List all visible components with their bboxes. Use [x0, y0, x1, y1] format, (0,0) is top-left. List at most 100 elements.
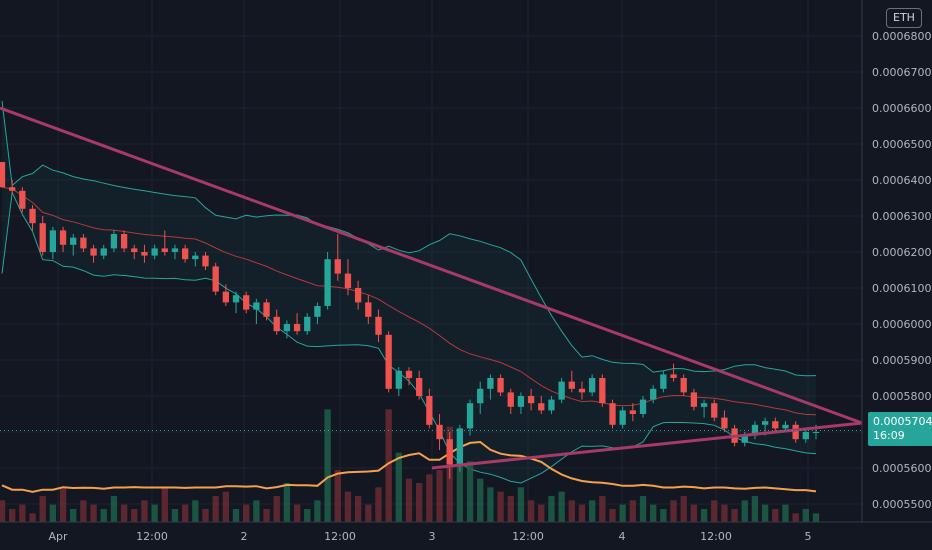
candle-body: [9, 187, 16, 191]
volume-bar: [222, 491, 230, 522]
candle-body: [344, 273, 352, 288]
volume-bar: [466, 461, 474, 522]
candle-body: [131, 248, 138, 252]
candle-body: [721, 417, 728, 429]
candle-body: [436, 424, 443, 440]
volume-bar: [243, 504, 250, 522]
price-tick-label: 0.00067000: [872, 66, 932, 79]
time-tick-label: 12:00: [700, 530, 732, 543]
volume-bar: [670, 500, 677, 522]
candle-body: [70, 237, 77, 245]
candle-body: [202, 255, 209, 267]
time-axis[interactable]: Apr 12:00 2 12:00 3 12:00 4 12:00 5: [0, 521, 932, 543]
price-tick-label: 0.00061000: [872, 282, 932, 295]
price-axis[interactable]: 0.000550000.000560000.000570000.00058000…: [861, 0, 932, 522]
candle-body: [314, 306, 321, 317]
volume-bar: [619, 504, 626, 522]
volume-bar: [375, 487, 382, 522]
volume-bar: [9, 509, 16, 522]
candle-body: [253, 302, 260, 310]
candle-body: [293, 324, 301, 332]
volume-bar: [731, 509, 738, 522]
volume-bar: [19, 504, 26, 522]
volume-bar: [181, 504, 189, 522]
descending-resistance-line: [0, 106, 863, 425]
candlesticks: [0, 162, 820, 479]
time-tick-label: 4: [619, 530, 626, 543]
volume-bar: [405, 478, 413, 522]
volume-bar: [141, 500, 148, 522]
candle-body: [558, 381, 565, 400]
candle-body: [446, 439, 453, 465]
candle-body: [619, 410, 626, 425]
volume-bar: [304, 509, 311, 522]
ascending-support-line: [431, 421, 863, 470]
time-tick-label: 5: [805, 530, 812, 543]
volume-bar: [802, 509, 809, 522]
candle-body: [161, 248, 168, 252]
volume-bar: [456, 435, 464, 522]
volume-bar: [212, 496, 219, 522]
volume-bar: [741, 500, 748, 522]
volume-bar: [385, 409, 392, 522]
volume-bar: [568, 500, 575, 522]
volume-bar: [558, 491, 565, 522]
candle-body: [700, 403, 708, 407]
volume-bar: [49, 504, 57, 522]
price-tick-label: 0.00063000: [872, 210, 932, 223]
volume-bar: [517, 487, 525, 522]
candle-body: [629, 410, 637, 414]
candle-body: [0, 162, 6, 188]
currency-badge[interactable]: ETH: [886, 8, 922, 28]
candle-body: [456, 428, 464, 465]
candle-body: [110, 234, 118, 249]
candle-body: [273, 316, 280, 332]
volume-bar: [161, 487, 168, 522]
price-tick-label: 0.00066000: [872, 102, 932, 115]
volume-bar: [548, 496, 555, 522]
candle-body: [59, 230, 67, 245]
candle-body: [171, 248, 179, 252]
candle-body: [222, 291, 230, 303]
volume-bar: [314, 500, 321, 522]
candle-body: [375, 316, 382, 335]
volume-bar: [690, 504, 698, 522]
volume-bar: [110, 496, 118, 522]
candle-body: [29, 208, 36, 224]
time-tick-label: 3: [429, 530, 436, 543]
time-tick-label: Apr: [48, 530, 68, 543]
volume-bar: [273, 496, 280, 522]
candle-body: [426, 396, 433, 425]
candle-body: [416, 378, 423, 396]
price-tick-label: 0.00064000: [872, 174, 932, 187]
volume-bar: [629, 500, 637, 522]
candle-body: [477, 388, 484, 404]
volume-bar: [395, 452, 402, 522]
volume-bar: [192, 500, 199, 522]
volume-bar: [660, 509, 667, 522]
candle-body: [792, 424, 799, 440]
volume-bar: [70, 509, 77, 522]
candle-body: [527, 396, 535, 404]
last-price-tag: 0.00057043 16:09: [868, 412, 932, 446]
candle-body: [192, 255, 199, 260]
candle-body: [507, 392, 514, 407]
volume-bar: [80, 500, 87, 522]
candle-body: [588, 378, 596, 393]
candle-body: [324, 259, 331, 306]
volume-bar: [700, 509, 708, 522]
candle-body: [599, 378, 606, 404]
bollinger-upper: [1, 100, 817, 377]
price-tick-label: 0.00060000: [872, 318, 932, 331]
bar-countdown: 16:09: [873, 429, 905, 442]
candle-body: [487, 378, 494, 389]
candle-body: [181, 248, 189, 260]
candle-body: [761, 421, 769, 425]
price-tick-label: 0.00068000: [872, 30, 932, 43]
volume-bar: [202, 509, 209, 522]
volume-bar: [680, 496, 687, 522]
volume-bar: [90, 504, 97, 522]
time-tick-label: 12:00: [136, 530, 168, 543]
volume-bar: [100, 509, 107, 522]
